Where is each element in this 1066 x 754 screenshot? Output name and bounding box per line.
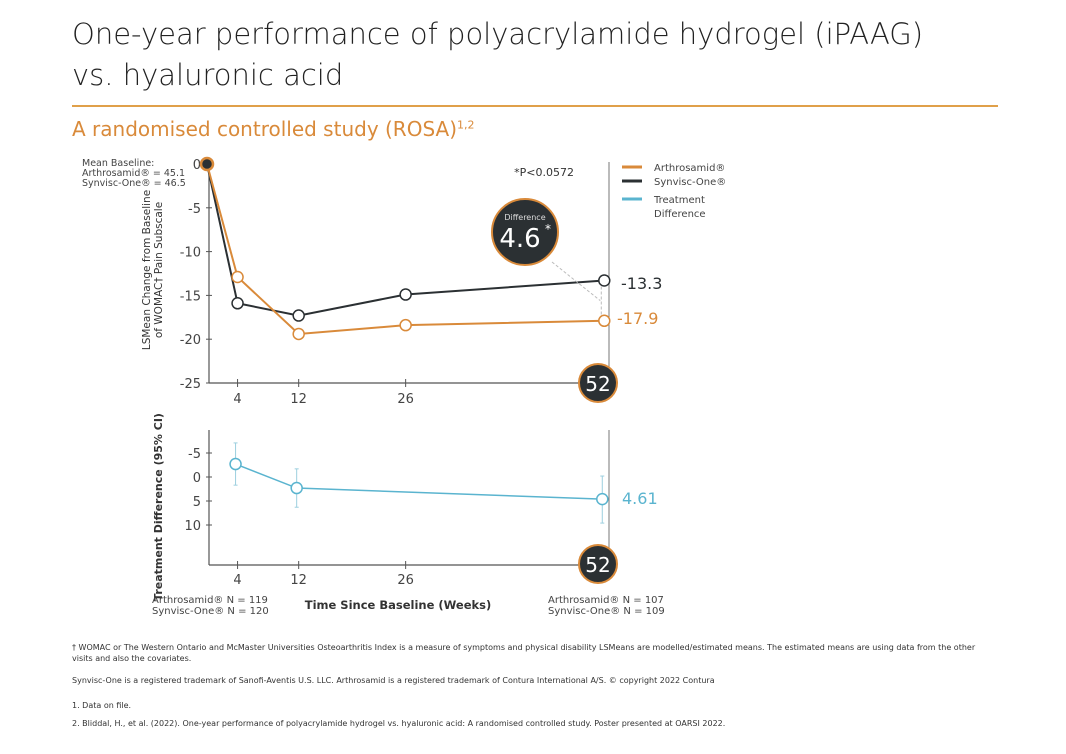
difference-point [290,481,303,495]
data-point [598,274,611,287]
y-tick-label: -10 [180,246,201,261]
baseline-note: Arthrosamid® = 45.1 [82,168,185,179]
y-tick-label: 5 [193,495,201,510]
footnote-trademark: Synvisc-One is a registered trademark of… [72,676,715,685]
y-tick-label: 0 [193,158,201,173]
data-point [231,297,244,310]
y-axis-label-2: Treatment Difference (95% CI) [152,413,165,601]
week-52-label-2: 52 [585,553,610,577]
sample-size-right: Synvisc-One® N = 109 [548,606,665,617]
y-tick-label: 0 [193,471,201,486]
week-52-badge-2 [578,544,618,584]
data-point [399,288,412,301]
sample-size-right: Arthrosamid® N = 107 [548,595,664,606]
subtitle-refs: 1,2 [457,118,475,132]
sample-size-left: Arthrosamid® N = 119 [152,595,268,606]
difference-badge-value: 4.6 [499,224,540,254]
y-tick-label: 10 [184,519,201,534]
p-value: *P<0.0572 [514,166,574,179]
data-point [292,309,305,322]
subtitle: A randomised controlled study (ROSA)1,2 [72,117,475,141]
title-line-1: One-year performance of polyacrylamide h… [72,17,924,51]
legend-label: Synvisc-One® [654,177,726,188]
footnote-ref-1: 1. Data on file. [72,701,132,710]
y-axis-label-line1: LSMean Change from Baseline [141,190,153,350]
x-tick-label: 4 [233,392,241,407]
y-tick-label: -5 [188,202,201,217]
end-label-difference: 4.61 [622,489,658,508]
baseline-point [199,156,215,172]
x-tick-label: 12 [290,392,307,407]
y-tick-label: -20 [180,333,201,348]
baseline-note: Mean Baseline: [82,158,154,169]
data-point [598,314,611,328]
sample-size-left: Synvisc-One® N = 120 [152,606,269,617]
difference-badge [491,198,559,266]
week-52-label: 52 [585,372,610,396]
x-tick-label: 26 [397,392,414,407]
data-point [399,318,412,332]
y-tick-label: -5 [188,447,201,462]
y-axis-label-line2: of WOMAC† Pain Subscale [153,202,165,338]
chart-area: 0 -5 -10 -15 -20 -25 4 12 26 LSMean Change from B… [82,156,726,617]
data-point [231,270,244,284]
x-tick-label: 26 [397,573,414,588]
x-axis-label: Time Since Baseline (Weeks) [305,598,492,612]
x-tick-label: 12 [290,573,307,588]
title-divider [72,105,998,107]
footnote-ref-2: 2. Bliddal, H., et al. (2022). One-year … [72,719,726,728]
y-tick-label: -15 [180,289,201,304]
y-tick-label: -25 [180,377,201,392]
difference-point [596,492,609,506]
title-line-2: vs. hyaluronic acid [72,58,344,92]
baseline-note: Synvisc-One® = 46.5 [82,178,186,189]
week-52-badge [578,363,618,403]
legend-label: Arthrosamid® [654,163,725,174]
difference-badge-label: Difference [504,213,545,222]
legend-label: Difference [654,209,706,220]
difference-line [235,463,603,500]
end-label-synvisc: -13.3 [621,274,662,293]
difference-badge-mark: * [545,222,551,236]
end-label-arthrosamid: -17.9 [617,309,658,328]
subtitle-text: A randomised controlled study (ROSA) [72,117,457,141]
difference-point [229,457,242,471]
data-point [292,327,305,341]
legend-label: Treatment [653,195,705,206]
footnote-womac: † WOMAC or The Western Ontario and McMas… [72,643,976,663]
badge-connector [551,261,601,302]
page-title: One-year performance of polyacrylamide h… [72,14,972,96]
x-tick-label: 4 [233,573,241,588]
